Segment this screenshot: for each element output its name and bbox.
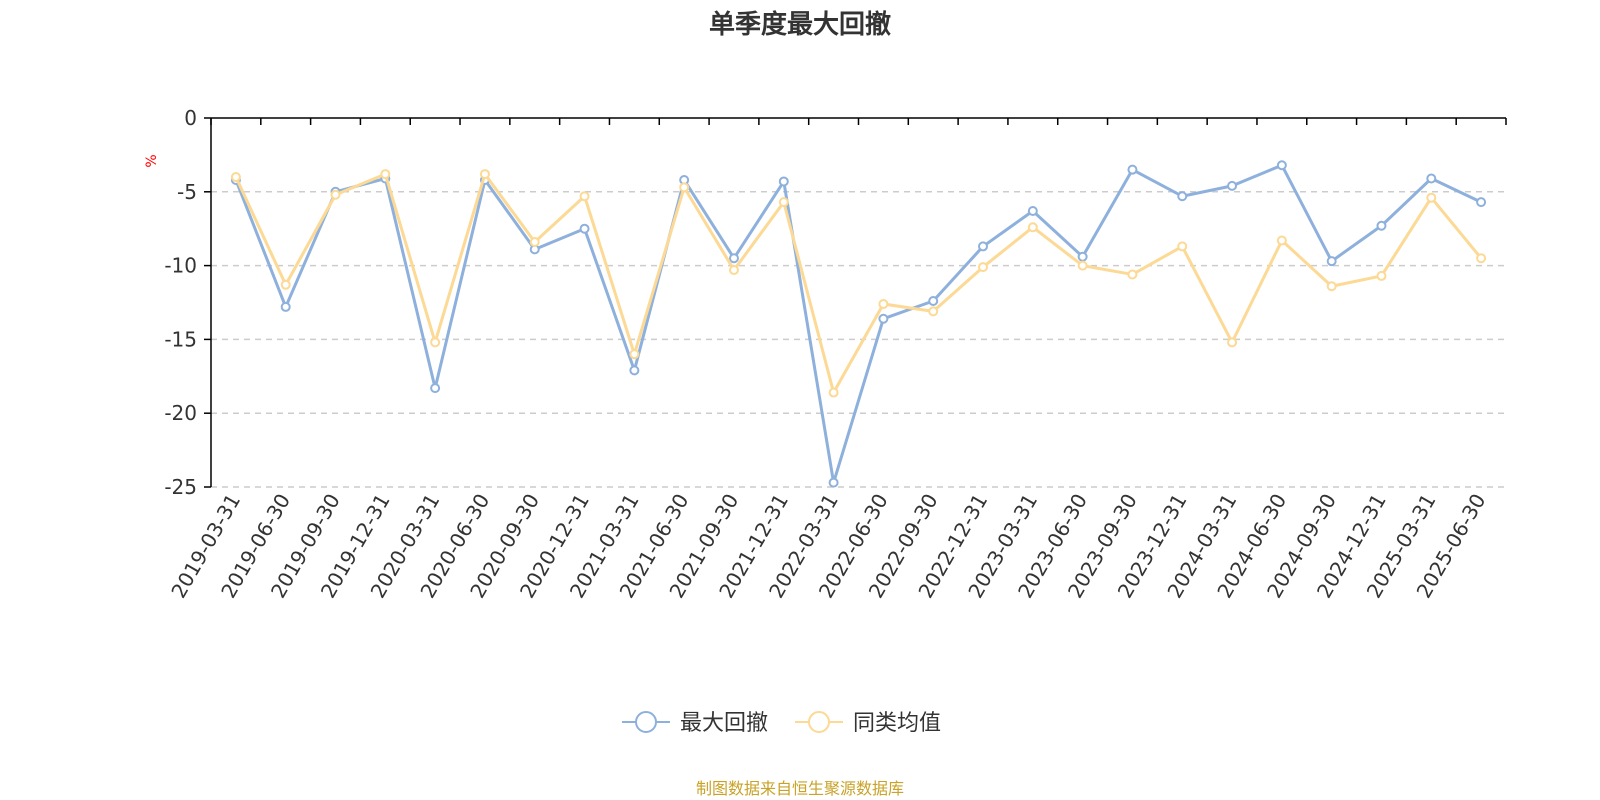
- data-point: [1227, 337, 1238, 348]
- data-point: [579, 223, 590, 234]
- y-tick-label: -25: [164, 475, 197, 499]
- data-point: [1476, 197, 1487, 208]
- data-point: [330, 189, 341, 200]
- data-point: [629, 365, 640, 376]
- data-point: [1276, 235, 1287, 246]
- data-point: [928, 306, 939, 317]
- data-point: [1127, 164, 1138, 175]
- data-point: [380, 169, 391, 180]
- legend-marker-2: [808, 711, 830, 733]
- data-point: [280, 301, 291, 312]
- axes: 0-5-10-15-20-252019-03-312019-06-302019-…: [164, 106, 1507, 602]
- data-point: [529, 236, 540, 247]
- data-point: [479, 169, 490, 180]
- y-tick-label: -20: [164, 401, 197, 425]
- grid-lines: [211, 191, 1506, 488]
- data-point: [1027, 222, 1038, 233]
- data-point: [629, 349, 640, 360]
- data-point: [1326, 256, 1337, 267]
- data-point: [1077, 260, 1088, 271]
- data-point: [579, 191, 590, 202]
- data-point: [878, 298, 889, 309]
- data-point: [1077, 251, 1088, 262]
- data-point: [1177, 191, 1188, 202]
- legend-marker-1: [635, 711, 657, 733]
- data-point: [1426, 192, 1437, 203]
- legend-label-1: 最大回撤: [680, 711, 768, 736]
- data-point: [1276, 160, 1287, 171]
- data-point: [1326, 281, 1337, 292]
- legend: 最大回撤 同类均值: [622, 711, 941, 736]
- data-point: [1027, 205, 1038, 216]
- y-tick-label: -5: [177, 180, 197, 204]
- data-point: [978, 262, 989, 273]
- data-point: [978, 241, 989, 252]
- data-point: [679, 182, 690, 193]
- data-point: [1426, 173, 1437, 184]
- data-point: [1376, 270, 1387, 281]
- y-tick-label: 0: [184, 106, 197, 130]
- series-line-1: [234, 163, 1482, 485]
- data-point: [778, 176, 789, 187]
- data-point: [430, 383, 441, 394]
- data-point: [1127, 269, 1138, 280]
- data-point: [778, 197, 789, 208]
- legend-label-2: 同类均值: [853, 711, 941, 736]
- y-tick-label: -15: [164, 327, 197, 351]
- y-tick-label: -10: [164, 254, 197, 278]
- data-point: [828, 387, 839, 398]
- data-point: [728, 265, 739, 276]
- data-source-note: 制图数据来自恒生聚源数据库: [696, 779, 904, 798]
- data-point: [928, 296, 939, 307]
- data-point: [1177, 241, 1188, 252]
- data-point: [1476, 253, 1487, 264]
- data-point: [1227, 180, 1238, 191]
- series-lines: [230, 160, 1487, 488]
- y-axis-unit-label: %: [144, 154, 160, 167]
- data-point: [230, 172, 241, 183]
- data-point: [728, 253, 739, 264]
- data-point: [1376, 220, 1387, 231]
- chart-title: 单季度最大回撤: [709, 9, 891, 40]
- data-point: [430, 337, 441, 348]
- series-line-2: [234, 172, 1483, 395]
- data-point: [828, 477, 839, 488]
- data-point: [878, 313, 889, 324]
- data-point: [280, 279, 291, 290]
